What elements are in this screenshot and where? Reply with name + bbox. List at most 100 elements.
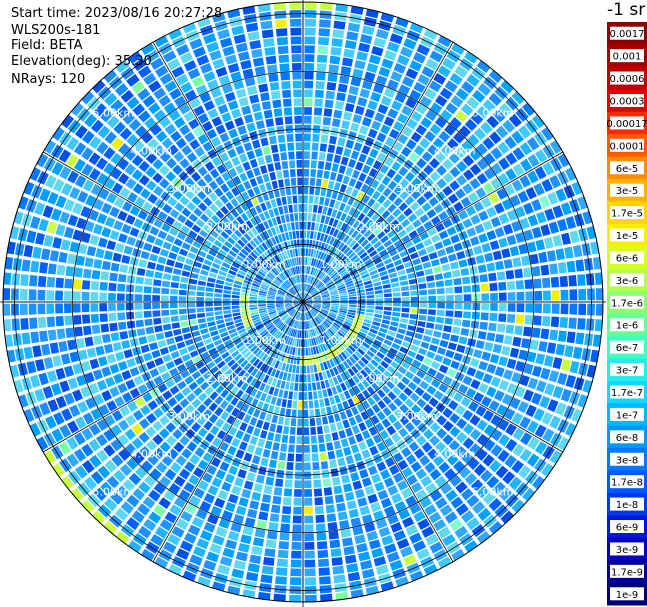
ray-cell	[388, 149, 399, 160]
ray-cell	[419, 380, 429, 390]
ray-cell	[245, 273, 254, 280]
ray-cell	[494, 227, 505, 238]
ray-cell	[519, 142, 533, 156]
ray-cell	[74, 174, 87, 188]
ray-cell	[399, 190, 409, 201]
ray-cell	[246, 242, 255, 251]
ray-cell	[365, 287, 374, 292]
ray-cell	[401, 447, 412, 458]
ray-cell	[458, 383, 469, 395]
ray-cell	[74, 465, 88, 479]
ray-cell	[196, 302, 205, 307]
ray-cell	[526, 136, 540, 151]
ray-cell	[286, 306, 294, 311]
colorbar-label-bg	[610, 295, 644, 309]
ray-cell	[139, 146, 151, 159]
ray-cell	[476, 158, 489, 171]
ray-cell	[103, 162, 115, 175]
ray-cell	[167, 144, 179, 156]
ray-cell	[246, 444, 256, 454]
ray-cell	[329, 310, 338, 315]
ray-cell	[474, 370, 485, 381]
ray-cell	[237, 125, 247, 136]
ray-cell	[456, 431, 468, 444]
ray-cell	[344, 260, 352, 268]
ray-cell	[379, 429, 390, 440]
ray-cell	[80, 232, 91, 244]
ray-cell	[111, 182, 124, 195]
ray-cell	[366, 294, 375, 299]
ray-cell	[279, 323, 285, 330]
ray-cell	[373, 83, 385, 94]
ray-cell	[38, 218, 49, 232]
ray-cell	[391, 100, 403, 111]
ray-cell	[145, 152, 158, 164]
ray-cell	[228, 128, 239, 139]
ray-cell	[314, 259, 319, 268]
ray-cell	[74, 326, 83, 337]
ray-cell	[290, 355, 295, 364]
ray-cell	[531, 199, 543, 212]
ray-cell	[404, 355, 414, 364]
ray-cell	[59, 211, 70, 224]
ray-cell	[317, 325, 323, 334]
ray-cell	[195, 234, 205, 244]
ray-cell	[154, 357, 164, 367]
ray-cell	[249, 94, 260, 104]
ray-cell	[514, 325, 524, 336]
ray-cell	[284, 250, 289, 259]
ray-cell	[354, 233, 363, 242]
ray-cell	[383, 339, 393, 346]
ray-cell	[336, 421, 344, 431]
ray-cell	[375, 378, 385, 388]
ray-cell	[254, 528, 266, 538]
ray-cell	[366, 350, 375, 358]
ray-cell	[280, 262, 286, 270]
ray-cell	[244, 321, 253, 328]
ray-cell	[287, 259, 292, 268]
ray-cell	[289, 337, 294, 346]
ray-cell	[283, 488, 293, 497]
ray-cell	[12, 379, 24, 394]
ray-cell	[318, 567, 331, 576]
ray-cell	[209, 49, 222, 61]
ray-cell	[249, 435, 258, 446]
ray-cell	[286, 293, 294, 298]
ray-cell	[345, 139, 355, 149]
ray-cell	[331, 556, 343, 566]
ray-cell	[259, 288, 268, 293]
ray-cell	[356, 263, 365, 270]
ray-cell	[215, 144, 226, 155]
ray-cell	[96, 213, 108, 225]
ray-cell	[171, 416, 183, 427]
ray-cell	[291, 45, 302, 54]
ray-cell	[332, 336, 339, 344]
ray-cell	[289, 382, 295, 391]
ray-cell	[225, 54, 238, 65]
ray-cell	[153, 185, 164, 197]
ray-cell	[333, 154, 342, 164]
ray-cell	[252, 57, 264, 67]
ray-cell	[306, 365, 311, 374]
ray-cell	[106, 400, 118, 412]
ray-cell	[390, 234, 400, 243]
ray-cell	[390, 71, 403, 82]
ray-cell	[269, 270, 277, 277]
ray-cell	[446, 138, 459, 150]
ray-cell	[331, 404, 339, 414]
ray-cell	[313, 317, 319, 325]
ray-cell	[219, 194, 229, 204]
ray-cell	[199, 153, 210, 165]
ray-cell	[315, 178, 322, 187]
ray-cell	[280, 72, 291, 81]
ray-cell	[451, 269, 461, 278]
ray-cell	[327, 144, 336, 154]
ray-cell	[295, 453, 303, 462]
ray-cell	[181, 144, 193, 156]
ray-cell	[234, 116, 245, 127]
ray-cell	[224, 160, 234, 170]
ray-cell	[292, 310, 298, 318]
ray-cell	[340, 212, 347, 222]
ray-cell	[533, 182, 545, 196]
ray-cell	[283, 315, 290, 323]
